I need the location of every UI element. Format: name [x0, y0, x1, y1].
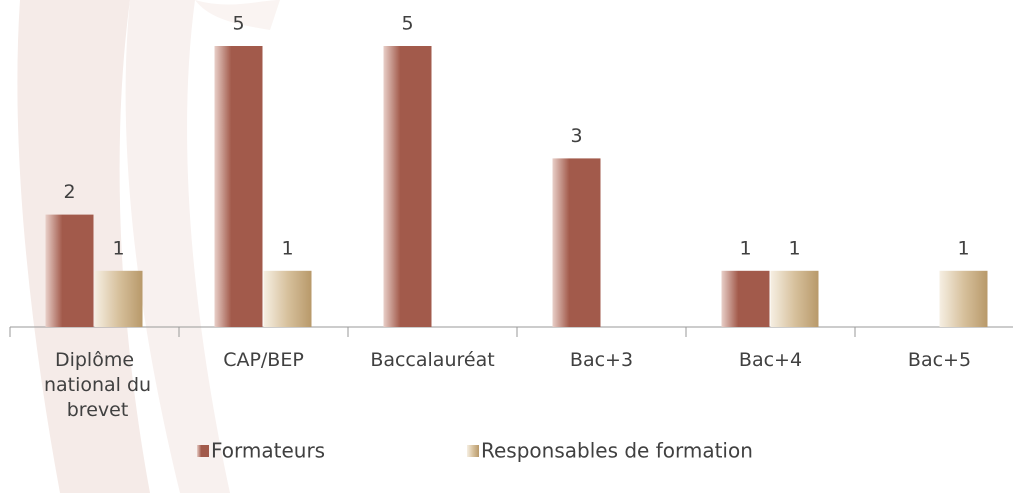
x-tick-label: Baccalauréat [370, 349, 494, 371]
data-label: 2 [63, 181, 75, 203]
data-label: 5 [232, 13, 244, 35]
data-label: 1 [281, 237, 293, 259]
data-label: 1 [112, 237, 124, 259]
legend-label: Responsables de formation [481, 439, 753, 463]
legend-marker [197, 445, 209, 457]
bar [939, 270, 988, 327]
bar [214, 46, 263, 327]
bar [721, 270, 770, 327]
bar [552, 158, 601, 327]
x-tick-label: Bac+4 [739, 349, 802, 371]
bar [94, 270, 143, 327]
x-tick-label: CAP/BEP [223, 349, 304, 371]
bar [45, 214, 94, 327]
x-tick-label: Diplôme national du brevet [38, 349, 151, 421]
x-tick-label: Bac+3 [570, 349, 633, 371]
bar [383, 46, 432, 327]
legend-marker [467, 445, 479, 457]
bar [770, 270, 819, 327]
data-label: 5 [401, 13, 413, 35]
data-label: 3 [570, 125, 582, 147]
legend-label: Formateurs [211, 439, 325, 463]
data-label: 1 [957, 237, 969, 259]
x-tick-label: Bac+5 [908, 349, 971, 371]
data-label: 1 [739, 237, 751, 259]
plot-area: Diplôme national du brevet 2 1 CAP/BEP 5 1 Bac… [9, 13, 1013, 463]
data-label: 1 [788, 237, 800, 259]
bar [263, 270, 312, 327]
